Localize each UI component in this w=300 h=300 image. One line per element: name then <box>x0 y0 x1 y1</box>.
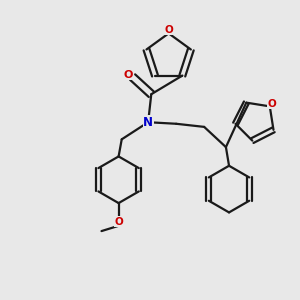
Text: O: O <box>124 70 133 80</box>
Text: N: N <box>143 116 153 129</box>
Text: O: O <box>164 25 173 34</box>
Text: O: O <box>114 217 123 227</box>
Text: O: O <box>268 99 277 109</box>
